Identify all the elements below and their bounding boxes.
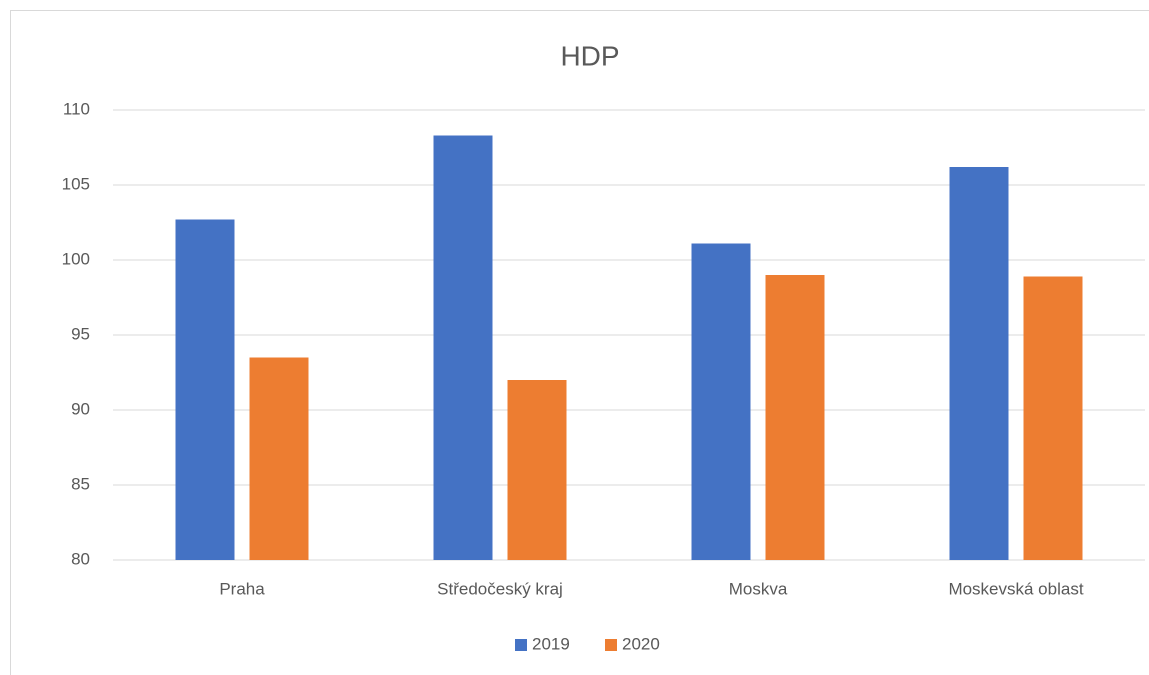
y-tick-label: 80: [71, 549, 90, 568]
bar: [765, 275, 825, 560]
bar: [691, 243, 751, 560]
legend-swatch: [605, 639, 617, 651]
bar: [949, 167, 1009, 560]
y-tick-label: 100: [62, 249, 90, 268]
x-tick-label: Středočeský kraj: [437, 579, 563, 598]
y-tick-label: 95: [71, 324, 90, 343]
chart-frame: [10, 10, 1149, 675]
chart-title: HDP: [560, 40, 619, 71]
x-tick-label: Moskva: [729, 579, 788, 598]
bar: [433, 135, 493, 560]
bar: [1023, 276, 1083, 560]
legend-swatch: [515, 639, 527, 651]
bar: [507, 380, 567, 560]
y-tick-label: 85: [71, 474, 90, 493]
y-tick-label: 105: [62, 174, 90, 193]
y-tick-label: 90: [71, 399, 90, 418]
legend-label: 2019: [532, 634, 570, 653]
bar: [175, 219, 235, 560]
x-tick-label: Moskevská oblast: [948, 579, 1083, 598]
y-tick-label: 110: [63, 99, 90, 118]
bar: [249, 357, 309, 560]
legend-label: 2020: [622, 634, 660, 653]
x-tick-label: Praha: [219, 579, 265, 598]
